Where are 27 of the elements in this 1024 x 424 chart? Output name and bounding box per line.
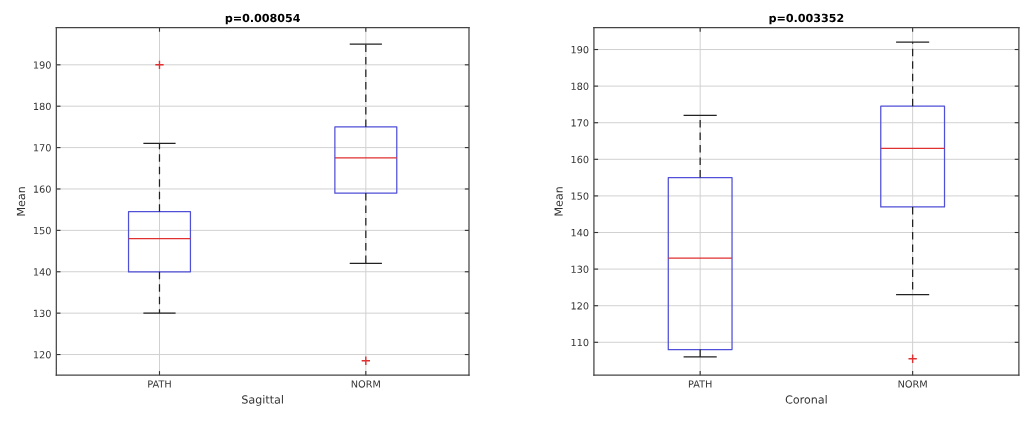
y-tick-label: 150 — [33, 226, 51, 235]
chart-title: p=0.008054 — [225, 13, 300, 25]
y-tick-label: 130 — [33, 309, 51, 317]
y-tick-label: 120 — [571, 302, 589, 310]
y-tick-label: 170 — [33, 144, 51, 152]
y-tick-label: 130 — [571, 265, 589, 273]
y-tick-label: 140 — [33, 268, 51, 276]
y-tick-label: 190 — [33, 61, 51, 69]
y-tick-label: 150 — [571, 192, 589, 200]
y-tick-label: 160 — [33, 185, 51, 193]
y-axis-title: Mean — [16, 187, 26, 216]
y-tick-label: 110 — [571, 338, 589, 347]
x-axis-title: Sagittal — [242, 395, 283, 406]
x-tick-label: PATH — [688, 380, 712, 388]
y-tick-label: 170 — [571, 119, 589, 127]
y-tick-label: 180 — [33, 102, 51, 111]
y-tick-label: 190 — [571, 46, 589, 54]
x-tick-label: NORM — [351, 380, 380, 388]
y-tick-label: 140 — [571, 228, 589, 237]
x-tick-label: NORM — [898, 380, 927, 388]
chart-title: p=0.003352 — [769, 13, 844, 25]
x-axis-title: Coronal — [785, 395, 827, 404]
y-tick-label: 180 — [571, 82, 589, 90]
y-tick-label: 120 — [33, 351, 51, 359]
y-axis-title: Mean — [554, 187, 563, 216]
x-tick-label: PATH — [148, 380, 171, 388]
y-tick-label: 160 — [571, 155, 589, 164]
